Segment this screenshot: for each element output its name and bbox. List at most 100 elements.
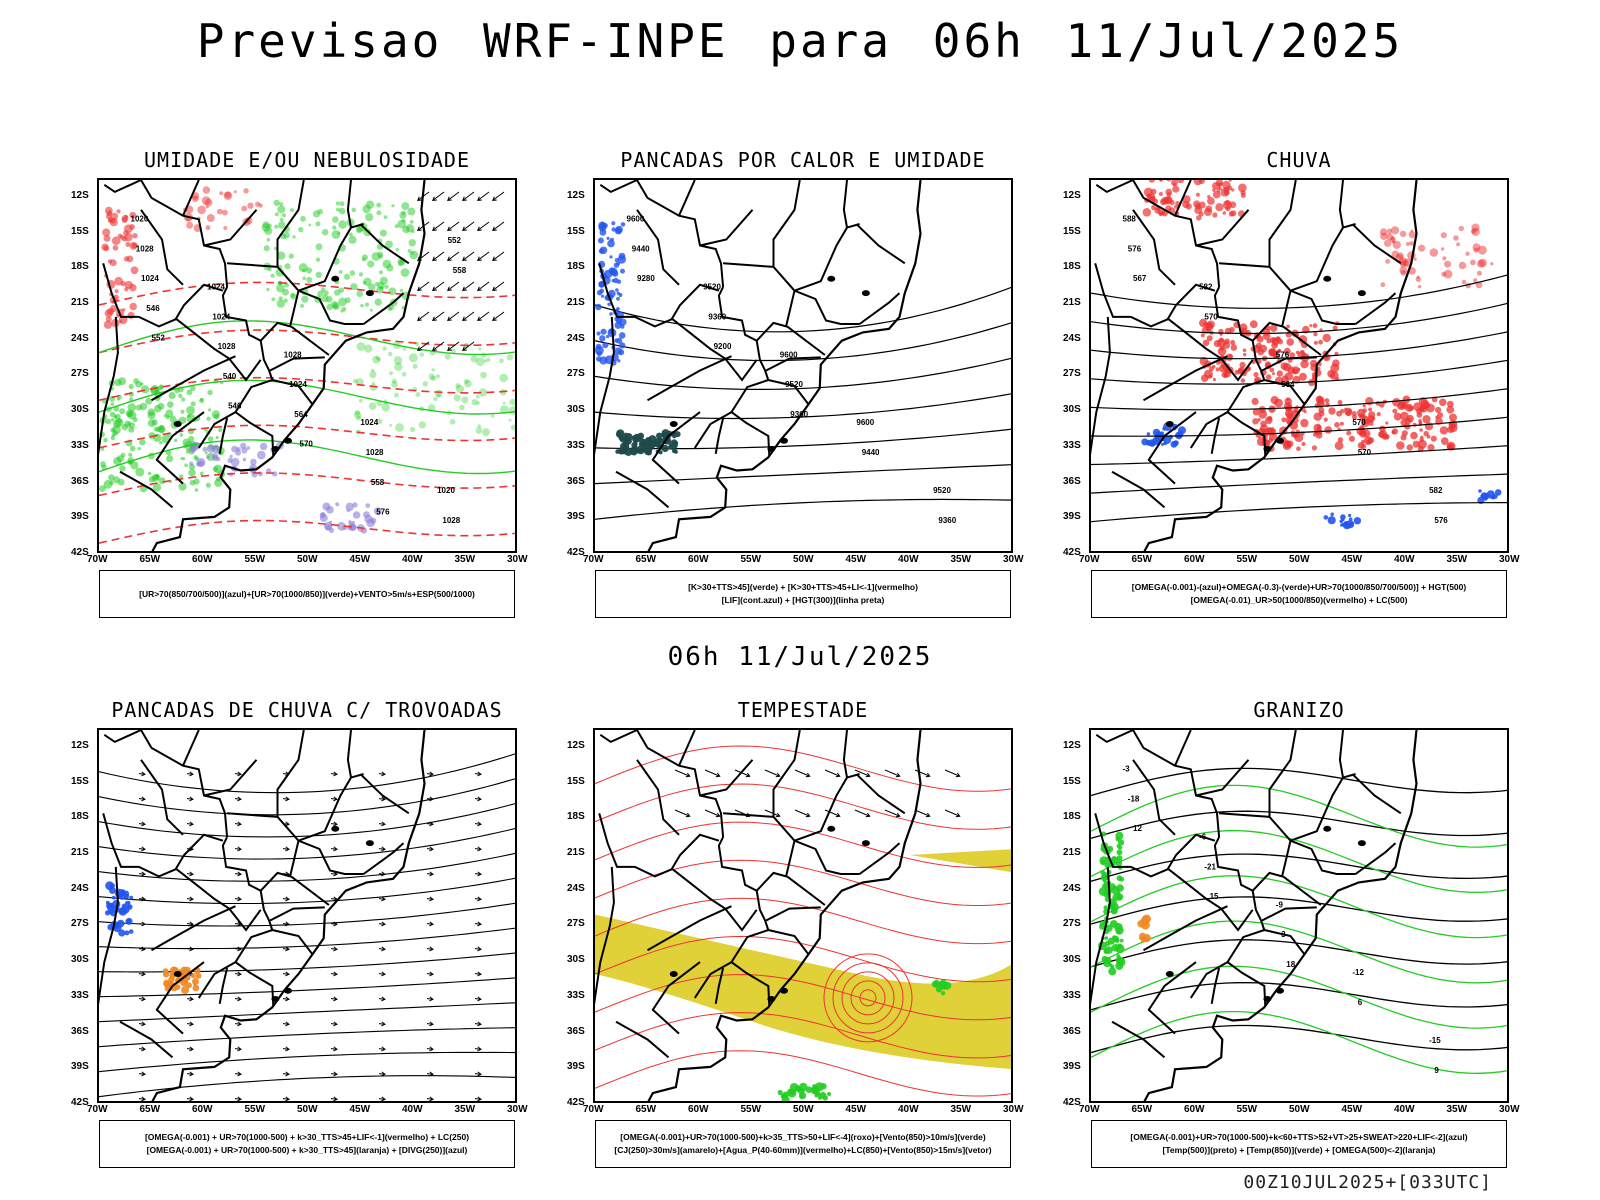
wind-vector <box>492 191 505 201</box>
lon-tick-label: 60W <box>688 554 709 565</box>
lat-tick-label: 18S <box>71 811 89 823</box>
lon-tick-label: 70W <box>1079 554 1100 565</box>
contour-label: 1028 <box>136 244 154 253</box>
lat-tick-label: 27S <box>567 918 585 930</box>
legend-line: [OMEGA(-0.01)_UR>50(1000/850)(vermelho) … <box>1190 595 1408 605</box>
lat-tick-label: 42S <box>71 1097 89 1108</box>
streamline-arrow <box>474 796 482 802</box>
streamline <box>99 778 515 816</box>
lat-tick-label: 18S <box>71 261 89 273</box>
lat-tick-label: 39S <box>1063 1061 1081 1073</box>
main-title: Previsao WRF-INPE para 06h 11/Jul/2025 <box>196 14 1404 68</box>
streamline <box>99 902 515 927</box>
lon-tick-label: 55W <box>244 1104 266 1115</box>
wind-vector <box>944 769 961 778</box>
lon-tick-label: 40W <box>898 554 919 565</box>
streamline-arrow <box>474 871 482 877</box>
lon-tick-label: 35W <box>950 1104 972 1115</box>
streamline-arrow <box>234 821 242 827</box>
lon-tick-label: 35W <box>950 554 972 565</box>
legend-line: [K>30+TTS>45](verde) + [K>30+TTS>45+LI<-… <box>688 582 918 592</box>
wind-vector <box>477 281 490 291</box>
wind-vector <box>914 769 931 778</box>
streamline-arrow <box>234 846 242 852</box>
temp850-contour <box>1091 920 1507 984</box>
streamline-arrow <box>330 1021 338 1027</box>
wind-vector <box>432 221 445 231</box>
streamline-arrow <box>186 796 194 802</box>
thickness-red-area <box>183 186 263 233</box>
wind-vector <box>944 809 961 818</box>
lon-tick-label: 50W <box>1289 554 1310 565</box>
streamline-arrow <box>426 996 434 1002</box>
temp850-green-area <box>1098 831 1126 976</box>
contour-label: 1024 <box>141 274 159 283</box>
streamline-arrow <box>426 971 434 977</box>
wind-vector <box>432 341 445 351</box>
contour-label: -12 <box>1352 968 1364 977</box>
lat-tick-label: 39S <box>567 1061 585 1073</box>
contour-label: 6 <box>1358 998 1363 1007</box>
lon-tick-label: 55W <box>1236 1104 1258 1115</box>
panel-title-tempestade: TEMPESTADE <box>737 698 869 722</box>
contour-label: 1028 <box>366 448 384 457</box>
lon-tick-label: 65W <box>635 1104 657 1115</box>
lat-tick-label: 21S <box>71 297 89 308</box>
streamline-arrow <box>426 946 434 952</box>
lon-tick-label: 65W <box>139 554 161 565</box>
wind-vector <box>704 769 721 778</box>
lon-tick-label: 30W <box>1499 1104 1520 1115</box>
lat-tick-label: 12S <box>71 189 89 201</box>
wind-vector <box>492 281 505 291</box>
lon-tick-label: 50W <box>297 554 318 565</box>
streamline-850 <box>595 1012 1011 1059</box>
lon-tick-label: 35W <box>1446 554 1468 565</box>
panel-title-umidade: UMIDADE E/OU NEBULOSIDADE <box>143 148 471 172</box>
jet-stream-yellow-area <box>910 849 1011 873</box>
contour-label: -3 <box>1123 765 1131 774</box>
hgt500-contour <box>1091 274 1507 309</box>
streamline-arrow <box>378 996 386 1002</box>
streamline-arrow <box>234 771 242 777</box>
streamline <box>99 1051 515 1073</box>
contour-label: 9360 <box>790 410 808 419</box>
temp850-contour <box>1091 1010 1507 1074</box>
omega-blue-area <box>1477 489 1502 504</box>
streamline-arrow <box>186 821 194 827</box>
lat-tick-label: 27S <box>567 368 585 380</box>
divergence-blue-area <box>104 881 134 937</box>
streamline-arrow <box>186 1071 194 1077</box>
streamline-arrow <box>330 1046 338 1052</box>
lon-tick-label: 55W <box>244 554 266 565</box>
wind-vector <box>824 769 841 778</box>
lat-tick-label: 18S <box>1063 261 1081 273</box>
lat-tick-label: 12S <box>1063 739 1081 751</box>
rain-red-area <box>1379 223 1494 289</box>
lat-tick-label: 39S <box>567 511 585 523</box>
hgt300-contour <box>595 357 1011 390</box>
legend-line: [OMEGA(-0.001)-(azul)+OMEGA(-0.3)-(verde… <box>1131 582 1467 592</box>
contour-label: 570 <box>1358 448 1372 457</box>
wind-vector <box>492 251 505 261</box>
lon-tick-label: 50W <box>793 554 814 565</box>
map-panel-pancadas_calor: 9600 9520 9600 9600 9520 9440 9360 9520 9440 9360… <box>593 178 1013 553</box>
wind-vector <box>462 341 475 351</box>
lat-tick-label: 21S <box>1063 847 1081 858</box>
legend-line: [UR>70(850/700/500)](azul)+[UR>70(1000/8… <box>139 588 475 599</box>
contour-label: 1024 <box>212 312 230 321</box>
panel-title-trovoadas: PANCADAS DE CHUVA C/ TROVOADAS <box>111 698 503 722</box>
lat-tick-label: 18S <box>567 261 585 273</box>
lon-tick-label: 65W <box>139 1104 161 1115</box>
streamline-arrow <box>282 996 290 1002</box>
lon-tick-label: 60W <box>1184 1104 1205 1115</box>
contour-label: 570 <box>300 440 314 449</box>
lon-tick-label: 65W <box>635 554 657 565</box>
temp500-contour <box>1091 1024 1507 1054</box>
lon-tick-label: 45W <box>349 554 371 565</box>
streamline-arrow <box>426 846 434 852</box>
convective-index-area <box>615 429 681 456</box>
lat-tick-label: 12S <box>1063 189 1081 201</box>
streamline-arrow <box>282 946 290 952</box>
temp500-contour <box>1091 896 1507 925</box>
streamline-arrow <box>474 896 482 902</box>
